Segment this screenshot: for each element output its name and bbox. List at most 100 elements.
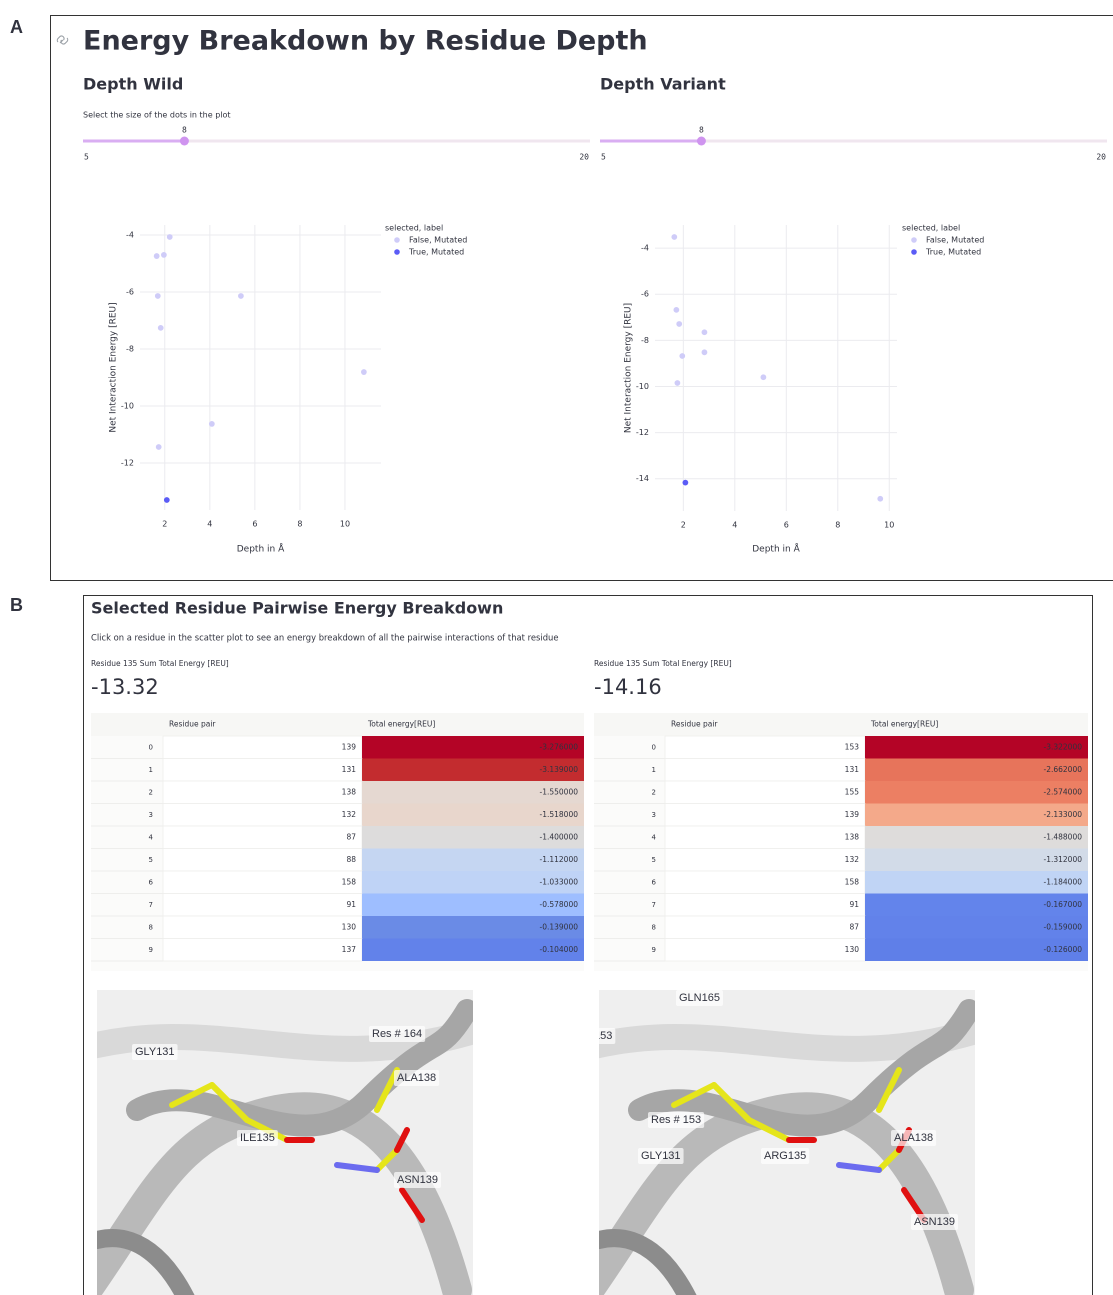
table-row	[163, 759, 362, 782]
table-row	[665, 894, 865, 917]
scatter-point[interactable]	[154, 253, 160, 259]
scatter-point[interactable]	[158, 325, 164, 331]
scatter-point[interactable]	[682, 480, 688, 486]
y-tick-label: -6	[126, 287, 134, 296]
total-energy: -2.662000	[1044, 765, 1083, 774]
x-tick-label: 4	[207, 520, 212, 529]
structure-label: ASN139	[914, 1216, 955, 1228]
section-subtitle: Depth Wild	[83, 75, 183, 94]
row-index: 9	[652, 946, 656, 954]
scatter-point[interactable]	[675, 380, 681, 386]
scatter-point[interactable]	[209, 421, 215, 427]
y-tick-label: -10	[121, 401, 134, 410]
total-energy: -1.400000	[540, 832, 579, 841]
x-tick-label: 4	[732, 521, 737, 530]
row-index: 7	[652, 901, 656, 909]
slider-handle[interactable]	[697, 137, 706, 146]
scatter-point[interactable]	[156, 444, 162, 450]
x-tick-label: 8	[297, 520, 302, 529]
structure-label: ARG135	[764, 1150, 806, 1162]
x-tick-label: 10	[340, 520, 350, 529]
table-row	[163, 939, 362, 962]
scatter-point[interactable]	[167, 234, 173, 240]
scatter-point[interactable]	[164, 497, 170, 503]
residue-pair: 158	[342, 877, 357, 886]
total-energy: -1.184000	[1044, 877, 1083, 886]
residue-pair: 130	[845, 945, 860, 954]
scatter-point[interactable]	[702, 329, 708, 335]
residue-pair: 158	[845, 877, 860, 886]
table-row	[163, 804, 362, 827]
structure-label: ALA138	[397, 1072, 436, 1084]
table-row	[665, 781, 865, 804]
table-row	[665, 736, 865, 759]
structure-label: ILE135	[240, 1132, 275, 1144]
total-energy: -0.126000	[1044, 945, 1083, 954]
x-tick-label: 6	[784, 521, 789, 530]
legend-label: True, Mutated	[408, 248, 464, 257]
x-tick-label: 2	[162, 520, 167, 529]
residue-pair: 87	[346, 832, 356, 841]
row-index: 1	[652, 766, 656, 774]
total-energy: -1.112000	[540, 855, 579, 864]
scatter-point[interactable]	[155, 293, 161, 299]
total-energy: -2.133000	[1044, 810, 1083, 819]
y-tick-label: -8	[641, 336, 649, 345]
scatter-point[interactable]	[161, 252, 167, 258]
residue-pair: 88	[346, 855, 356, 864]
structure-label: GLY131	[135, 1046, 175, 1058]
table-row	[665, 826, 865, 849]
legend-swatch[interactable]	[394, 249, 400, 255]
total-energy: -0.167000	[1044, 900, 1083, 909]
page-title: Energy Breakdown by Residue Depth	[83, 26, 648, 57]
scatter-point[interactable]	[671, 234, 677, 240]
structure-label: Res # 164	[372, 1028, 422, 1040]
table-header-bg	[91, 713, 584, 736]
slider-handle[interactable]	[180, 137, 189, 146]
total-energy: -3.322000	[1044, 742, 1083, 751]
y-tick-label: -4	[641, 244, 649, 253]
scatter-point[interactable]	[238, 293, 244, 299]
slider-min: 5	[601, 153, 606, 162]
total-energy: -3.139000	[540, 765, 579, 774]
residue-pair: 130	[342, 922, 357, 931]
scatter-point[interactable]	[676, 321, 682, 327]
total-energy: -0.578000	[540, 900, 579, 909]
table-header: Residue pair	[671, 720, 718, 729]
y-tick-label: -12	[636, 428, 649, 437]
slider-max: 20	[1096, 153, 1106, 162]
residue-pair: 138	[342, 787, 357, 796]
scatter-point[interactable]	[361, 369, 367, 375]
legend-swatch[interactable]	[911, 249, 917, 255]
structure-view: Res # 164GLY131ILE135ALA138ASN139	[77, 990, 477, 1295]
residue-pair: 153	[845, 742, 860, 751]
x-tick-label: 2	[681, 521, 686, 530]
section-subtitle: Depth Variant	[600, 75, 726, 94]
scatter-point[interactable]	[673, 307, 679, 313]
legend-swatch[interactable]	[394, 237, 400, 243]
link-icon[interactable]	[57, 36, 67, 44]
row-index: 4	[652, 833, 657, 841]
x-tick-label: 10	[884, 521, 894, 530]
scatter-point[interactable]	[877, 496, 883, 502]
slider-min: 5	[84, 153, 89, 162]
y-tick-label: -6	[641, 290, 649, 299]
legend-swatch[interactable]	[911, 237, 917, 243]
table-row	[163, 826, 362, 849]
y-tick-label: -8	[126, 344, 134, 353]
slider-value: 8	[699, 126, 704, 135]
section-title: Selected Residue Pairwise Energy Breakdo…	[91, 599, 503, 618]
table-row	[665, 759, 865, 782]
table-row	[163, 894, 362, 917]
scatter-point[interactable]	[761, 374, 767, 380]
y-axis-title: Net Interaction Energy [REU]	[624, 303, 634, 433]
table-row	[665, 849, 865, 872]
y-tick-label: -14	[636, 474, 649, 483]
structure-label: GLY131	[641, 1150, 681, 1162]
row-index: 3	[652, 811, 656, 819]
residue-pair: 137	[342, 945, 357, 954]
table-row	[665, 939, 865, 962]
scatter-point[interactable]	[702, 349, 708, 355]
scatter-point[interactable]	[679, 353, 685, 359]
section-description: Click on a residue in the scatter plot t…	[91, 633, 558, 643]
